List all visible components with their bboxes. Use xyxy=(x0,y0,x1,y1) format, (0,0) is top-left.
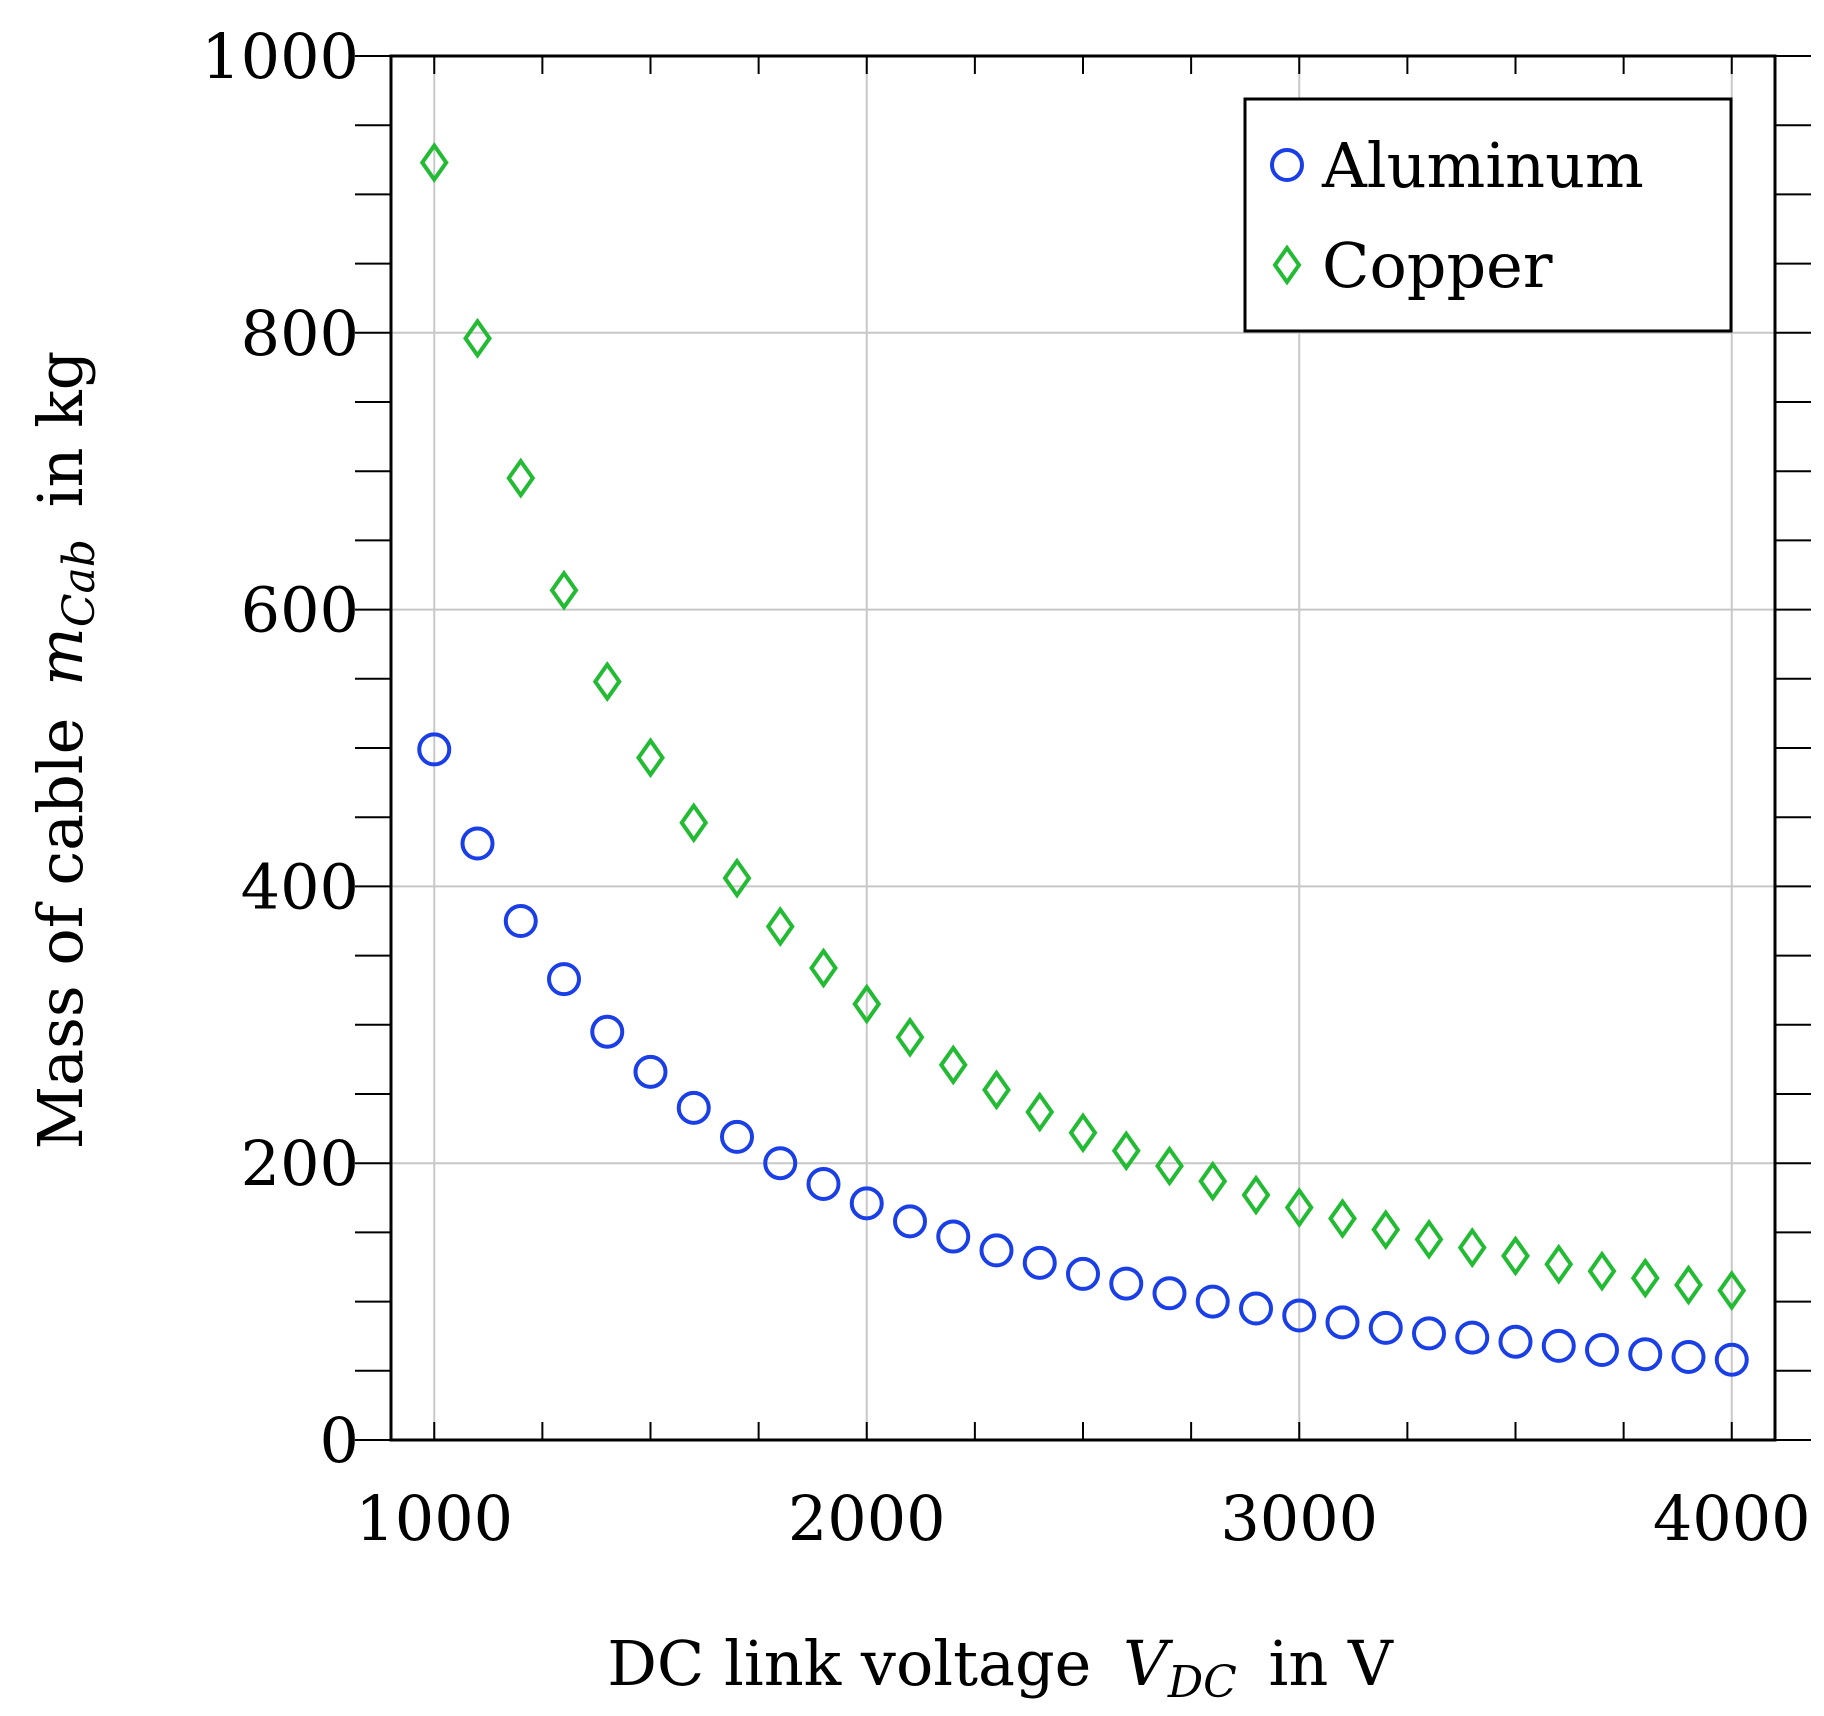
copper-point xyxy=(895,1016,925,1058)
aluminum-point xyxy=(676,1090,711,1125)
copper-point xyxy=(1241,1174,1271,1216)
copper-point xyxy=(1674,1264,1703,1306)
aluminum-point xyxy=(763,1146,798,1181)
copper-point xyxy=(1025,1091,1055,1133)
copper-point xyxy=(592,661,622,703)
y-tick-label: 1000 xyxy=(201,20,359,93)
copper-point xyxy=(765,906,795,948)
x-tick-label: 1000 xyxy=(355,1482,513,1555)
copper-point xyxy=(1544,1243,1574,1285)
aluminum-point xyxy=(979,1233,1014,1268)
legend-box xyxy=(1243,97,1733,333)
aluminum-point xyxy=(1066,1256,1100,1291)
series-layer xyxy=(417,142,1749,1377)
aluminum-point xyxy=(1368,1310,1403,1345)
aluminum-point xyxy=(1714,1342,1749,1377)
aluminum-point xyxy=(547,962,581,997)
aluminum-point xyxy=(417,732,452,767)
copper-point xyxy=(1284,1187,1314,1228)
copper-point xyxy=(1717,1270,1747,1311)
copper-point xyxy=(1371,1209,1401,1251)
aluminum-point xyxy=(1541,1328,1576,1363)
plot-frame xyxy=(389,54,1777,1442)
aluminum-point xyxy=(1239,1291,1273,1326)
copper-point xyxy=(982,1069,1011,1111)
aluminum-point xyxy=(1325,1305,1360,1340)
y-axis-title: Mass of cable mCab in kg xyxy=(24,351,109,1150)
copper-point xyxy=(1068,1112,1098,1154)
copper-point xyxy=(1630,1257,1660,1299)
copper-point xyxy=(1111,1130,1141,1172)
aluminum-point xyxy=(1585,1333,1619,1368)
copper-point xyxy=(722,857,752,899)
aluminum-point xyxy=(590,1014,625,1049)
legend: Aluminum Copper xyxy=(1243,97,1733,333)
y-tick-label: 200 xyxy=(241,1127,359,1200)
copper-point xyxy=(1501,1235,1530,1277)
aluminum-point xyxy=(893,1204,927,1239)
aluminum-point xyxy=(806,1166,841,1201)
copper-point xyxy=(549,569,579,611)
legend-copper-marker xyxy=(1272,244,1302,286)
copper-point xyxy=(636,737,665,779)
copper-point xyxy=(679,802,709,844)
aluminum-point xyxy=(1109,1266,1144,1301)
aluminum-point xyxy=(936,1219,971,1254)
y-tick-label: 0 xyxy=(320,1404,359,1477)
aluminum-point xyxy=(1455,1320,1490,1355)
aluminum-point xyxy=(633,1054,668,1089)
aluminum-point xyxy=(460,826,495,861)
aluminum-point xyxy=(1282,1298,1317,1333)
aluminum-point xyxy=(1628,1337,1663,1372)
copper-point xyxy=(1414,1218,1444,1260)
legend-aluminum-marker xyxy=(1270,148,1304,182)
copper-point xyxy=(1457,1227,1487,1269)
x-tick-labels: 1000 2000 3000 4000 xyxy=(355,1482,1810,1555)
aluminum-point xyxy=(1671,1339,1706,1374)
series-copper xyxy=(419,142,1747,1311)
series-aluminum xyxy=(417,732,1749,1377)
copper-point xyxy=(1198,1160,1228,1202)
aluminum-point xyxy=(1498,1324,1533,1359)
copper-point xyxy=(809,947,838,989)
aluminum-point xyxy=(720,1119,754,1154)
y-tick-label: 600 xyxy=(241,574,359,647)
legend-copper-label: Copper xyxy=(1322,229,1553,302)
copper-point xyxy=(1155,1145,1184,1187)
legend-aluminum-label: Aluminum xyxy=(1321,129,1644,202)
aluminum-point xyxy=(503,904,538,938)
copper-point xyxy=(506,457,536,499)
copper-point xyxy=(852,983,882,1025)
tick-layer xyxy=(355,55,1811,1441)
copper-point xyxy=(1328,1198,1357,1240)
aluminum-point xyxy=(849,1186,884,1221)
copper-point xyxy=(463,317,492,359)
x-tick-label: 3000 xyxy=(1220,1482,1378,1555)
x-tick-label: 4000 xyxy=(1653,1482,1811,1555)
aluminum-point xyxy=(1152,1276,1187,1311)
copper-point xyxy=(1587,1250,1617,1292)
copper-point xyxy=(419,142,449,184)
copper-point xyxy=(938,1044,968,1086)
y-tick-label: 800 xyxy=(241,297,359,370)
y-tick-labels: 0 200 400 600 800 1000 xyxy=(201,20,359,1477)
x-tick-label: 2000 xyxy=(788,1482,946,1555)
aluminum-point xyxy=(1022,1245,1057,1280)
y-tick-label: 400 xyxy=(241,850,359,923)
aluminum-point xyxy=(1412,1316,1446,1351)
x-axis-title: DC link voltage VDC in V xyxy=(607,1627,1394,1712)
aluminum-point xyxy=(1195,1284,1230,1319)
